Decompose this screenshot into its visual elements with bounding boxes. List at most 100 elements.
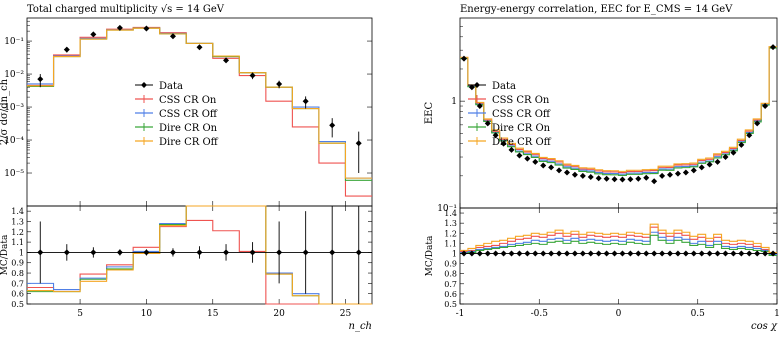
- data-point: [169, 33, 176, 40]
- data-point: [595, 175, 602, 182]
- ratio-tick-label: 1.1: [11, 238, 24, 247]
- data-point: [579, 172, 586, 179]
- data-point: [484, 120, 491, 127]
- ratio-tick-label: 1.3: [11, 217, 24, 226]
- data-point: [698, 164, 705, 171]
- ratio-data-point: [587, 250, 594, 257]
- legend-label: Data: [159, 81, 183, 92]
- data-point: [746, 132, 753, 139]
- ratio-tick-label: 1: [452, 249, 457, 258]
- y-tick-label: 10⁻¹: [437, 204, 457, 214]
- ratio-data-point: [355, 249, 362, 256]
- ratio-data-point: [196, 249, 203, 256]
- ratio-data-point: [524, 250, 531, 257]
- x-axis-label: n_ch: [349, 321, 372, 332]
- ratio-data-point: [169, 249, 176, 256]
- legend-label: Dire CR Off: [492, 137, 552, 148]
- data-point: [643, 174, 650, 181]
- data-point: [635, 175, 642, 182]
- x-tick-label: 15: [207, 309, 219, 319]
- ratio-data-point: [738, 250, 745, 257]
- data-point: [754, 120, 761, 127]
- data-point: [738, 141, 745, 148]
- x-axis-label: cos χ: [751, 321, 778, 332]
- ratio-data-point: [754, 250, 761, 257]
- data-point: [674, 170, 681, 177]
- ratio-data-point: [571, 250, 578, 257]
- ratio-tick-label: 0.9: [444, 260, 457, 269]
- ratio-data-point: [659, 250, 666, 257]
- data-point: [706, 161, 713, 168]
- ratio-tick-label: 1: [19, 248, 24, 257]
- ratio-data-point: [635, 250, 642, 257]
- ratio-data-point: [603, 250, 610, 257]
- ratio-line-dire-cr-off: [27, 205, 372, 305]
- legend-marker-data-point: [141, 82, 147, 88]
- data-point: [540, 162, 547, 169]
- data-point: [762, 103, 769, 110]
- x-tick-label: 25: [340, 309, 352, 319]
- series-line-dire-cr-off: [460, 46, 777, 172]
- x-tick-label: 10: [141, 309, 153, 319]
- ratio-data-point: [698, 250, 705, 257]
- ratio-data-point: [611, 250, 618, 257]
- data-point: [492, 132, 499, 139]
- ratio-data-point: [468, 250, 475, 257]
- ratio-data-point: [508, 250, 515, 257]
- ratio-axis-label: MC/Data: [0, 234, 10, 275]
- legend-label: Dire CR On: [492, 123, 551, 134]
- legend-label: CSS CR Off: [159, 109, 218, 120]
- ratio-tick-label: 0.9: [11, 259, 24, 268]
- ratio-data-point: [730, 250, 737, 257]
- x-tick-label: 0: [616, 309, 622, 319]
- ratio-data-point: [329, 249, 336, 256]
- ratio-tick-label: 1.4: [11, 207, 24, 216]
- ratio-data-point: [548, 250, 555, 257]
- ratio-data-point: [667, 250, 674, 257]
- y-tick-label: 10⁻⁵: [4, 169, 24, 179]
- ratio-data-point: [579, 250, 586, 257]
- data-point: [516, 152, 523, 159]
- multiplicity-panel: Total charged multiplicity √s = 14 GeV10…: [0, 4, 373, 332]
- y-tick-label: 10⁻³: [4, 103, 24, 113]
- ratio-tick-label: 0.5: [444, 300, 457, 309]
- ratio-axis-label: MC/Data: [425, 235, 435, 276]
- ratio-data-point: [492, 250, 499, 257]
- ratio-data-point: [690, 250, 697, 257]
- data-point: [37, 76, 44, 83]
- data-point: [722, 154, 729, 161]
- data-point: [627, 176, 634, 183]
- ratio-data-point: [249, 249, 256, 256]
- data-point: [500, 140, 507, 147]
- ratio-data-point: [595, 250, 602, 257]
- x-tick-label: 20: [273, 309, 285, 319]
- ratio-tick-label: 0.8: [444, 270, 457, 279]
- data-point: [476, 103, 483, 110]
- series-line-dire-cr-off: [27, 27, 372, 179]
- ratio-tick-label: 1.4: [444, 209, 457, 218]
- plot-title: Energy-energy correlation, EEC for E_CMS…: [460, 4, 733, 15]
- ratio-data-point: [651, 250, 658, 257]
- data-point: [714, 158, 721, 165]
- ratio-data-point: [143, 249, 150, 256]
- ratio-data-point: [682, 250, 689, 257]
- legend-label: Dire CR On: [159, 123, 218, 134]
- x-tick-label: 0.5: [691, 309, 706, 319]
- legend-label: CSS CR Off: [492, 109, 551, 120]
- data-point: [667, 171, 674, 178]
- ratio-data-point: [770, 250, 777, 257]
- data-point: [611, 176, 618, 183]
- ratio-data-point: [714, 250, 721, 257]
- ratio-data-point: [484, 250, 491, 257]
- data-point: [619, 176, 626, 183]
- ratio-tick-label: 1.3: [444, 219, 457, 228]
- data-point: [90, 31, 97, 38]
- data-point: [556, 167, 563, 174]
- legend-label: CSS CR On: [492, 95, 550, 106]
- ratio-data-point: [223, 249, 230, 256]
- ratio-tick-label: 1.1: [444, 239, 457, 248]
- ratio-tick-label: 0.8: [11, 269, 24, 278]
- ratio-tick-label: 0.5: [11, 300, 24, 309]
- data-point: [563, 169, 570, 176]
